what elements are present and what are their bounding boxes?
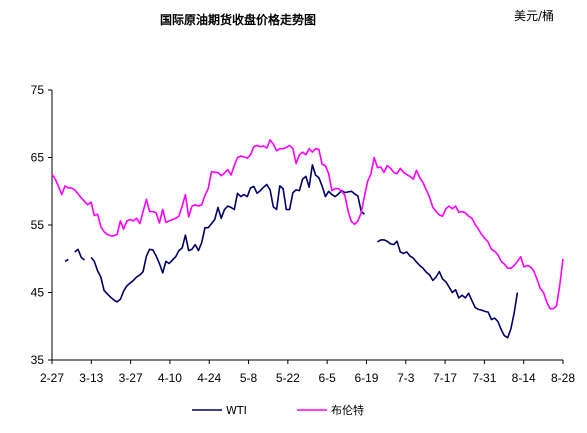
y-tick-label: 75 [31, 83, 45, 97]
x-tick-label: 7-31 [472, 371, 496, 385]
legend: WTI 布伦特 [192, 403, 364, 417]
x-tick-label: 7-17 [433, 371, 457, 385]
series-line-brent [51, 139, 564, 310]
x-tick-label: 4-10 [158, 371, 182, 385]
series-layer [51, 139, 564, 339]
x-tick-label: 6-5 [318, 371, 336, 385]
x-tick-label: 5-22 [276, 371, 300, 385]
legend-label: 布伦特 [331, 403, 364, 417]
y-tick-label: 55 [31, 218, 45, 232]
series-line-wti [90, 164, 366, 303]
y-tick-label: 65 [31, 151, 45, 165]
x-tick-label: 3-27 [119, 371, 143, 385]
x-tick-label: 8-14 [512, 371, 536, 385]
x-tick-label: 8-28 [551, 371, 575, 385]
series-line-wti [64, 258, 69, 263]
x-tick-label: 3-13 [79, 371, 103, 385]
x-tick-label: 5-8 [240, 371, 258, 385]
legend-label: WTI [226, 404, 247, 417]
unit-label: 美元/桶 [514, 8, 554, 23]
series-line-wti [74, 248, 86, 261]
x-tick-label: 2-27 [40, 371, 64, 385]
series-line-wti [377, 239, 519, 339]
x-tick-label: 6-19 [354, 371, 378, 385]
x-tick-label: 7-3 [397, 371, 415, 385]
axes: 35 45 55 65 75 2-27 3-13 3-27 4-10 4-24 5-8 5-22 6-5… [31, 83, 576, 385]
y-tick-label: 45 [31, 286, 45, 300]
x-tick-label: 4-24 [197, 371, 221, 385]
chart-title: 国际原油期货收盘价格走势图 [160, 12, 316, 27]
y-tick-label: 35 [31, 353, 45, 367]
